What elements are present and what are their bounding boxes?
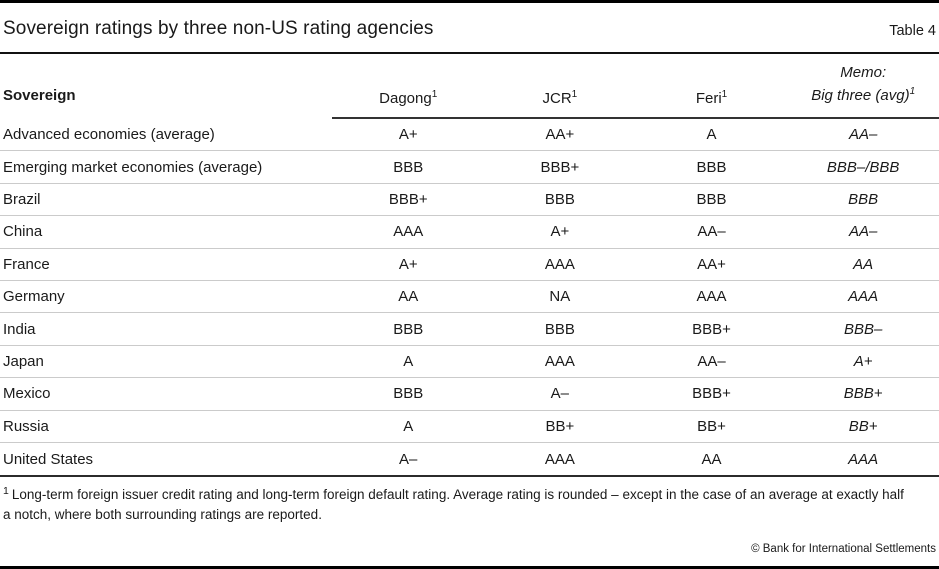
rating-dagong: BBB (393, 385, 424, 403)
rating-feri: AAA (696, 288, 727, 306)
rating-big-three: AAA (848, 288, 879, 306)
rating-feri: BB+ (697, 417, 726, 435)
column-header-big-three: Memo: Big three (avg)1 (787, 54, 939, 117)
rating-dagong: BBB (393, 320, 424, 338)
table-row-russia: Russia A BB+ BB+ BB+ (0, 411, 939, 443)
column-header-label: Dagong1 (379, 89, 438, 108)
sovereign-name: France (3, 255, 50, 273)
rating-big-three: BB+ (848, 417, 878, 435)
sovereign-name: Russia (3, 417, 49, 435)
sovereign-name: China (3, 223, 43, 241)
table-number-label: Table 4 (889, 23, 936, 39)
sovereign-name: Mexico (3, 385, 51, 403)
sovereign-name: Japan (3, 352, 44, 370)
rating-dagong: A+ (398, 126, 418, 144)
column-header-sovereign: Sovereign (3, 87, 76, 104)
footnote: 1 Long-term foreign issuer credit rating … (0, 485, 910, 524)
table-body: Advanced economies (average) A+ AA+ A AA… (0, 119, 939, 478)
rating-big-three: AA– (848, 223, 878, 241)
agency-column-headers: Dagong1 JCR1 Feri1 Memo: Big three (avg)… (332, 54, 939, 119)
rating-dagong: A– (399, 450, 418, 468)
rating-dagong: AAA (393, 223, 424, 241)
title-bar: Sovereign ratings by three non-US rating… (0, 3, 939, 54)
rating-feri: AA (701, 450, 722, 468)
rating-big-three: AAA (848, 450, 879, 468)
rating-big-three: BBB–/BBB (826, 158, 900, 176)
table-header-row: Sovereign Dagong1 JCR1 Feri1 Memo: Big t… (0, 54, 939, 119)
rating-feri: BBB+ (692, 320, 731, 338)
table-row-emerging-markets: Emerging market economies (average) BBB … (0, 151, 939, 184)
memo-label-line2: Big three (avg)1 (811, 85, 916, 104)
rating-jcr: NA (549, 288, 571, 306)
footnote-marker: 1 (3, 484, 9, 497)
footnote-ref: 1 (909, 85, 916, 97)
memo-label-line1: Memo: (840, 63, 887, 81)
page-title: Sovereign ratings by three non-US rating… (3, 18, 434, 39)
rating-feri: AA– (697, 223, 726, 241)
rating-feri: AA+ (697, 255, 726, 273)
sovereign-name: Emerging market economies (average) (3, 158, 263, 176)
rating-jcr: AAA (544, 352, 575, 370)
rating-dagong: BBB (393, 158, 424, 176)
table-row-france: France A+ AAA AA+ AA (0, 249, 939, 281)
rating-jcr: BBB (544, 320, 575, 338)
sovereign-name: Germany (3, 288, 65, 306)
rating-feri: BBB (696, 190, 727, 208)
rating-big-three: BBB (848, 190, 879, 208)
rating-big-three: BBB+ (843, 385, 883, 403)
footnote-ref: 1 (721, 89, 728, 100)
rating-jcr: AAA (544, 450, 575, 468)
table-row-advanced-economies: Advanced economies (average) A+ AA+ A AA… (0, 119, 939, 152)
rating-dagong: A+ (398, 255, 418, 273)
rating-dagong: A (403, 352, 414, 370)
rating-jcr: A+ (550, 223, 570, 241)
rating-feri: A (706, 126, 717, 144)
rating-dagong: BBB+ (388, 190, 428, 208)
column-header-feri: Feri1 (636, 54, 788, 117)
rating-big-three: AA– (848, 126, 878, 144)
table-row-japan: Japan A AAA AA– A+ (0, 346, 939, 379)
table-row-india: India BBB BBB BBB+ BBB– (0, 313, 939, 346)
footnote-ref: 1 (571, 89, 578, 100)
copyright-notice: © Bank for International Settlements (751, 543, 936, 555)
sovereign-name: United States (3, 450, 94, 468)
column-header-dagong: Dagong1 (332, 54, 484, 117)
rating-feri: BBB+ (692, 385, 731, 403)
column-header-jcr: JCR1 (484, 54, 636, 117)
rating-feri: BBB (696, 158, 727, 176)
table-row-united-states: United States A– AAA AA AAA (0, 443, 939, 475)
table-row-germany: Germany AA NA AAA AAA (0, 281, 939, 314)
rating-dagong: AA (398, 288, 419, 306)
rating-jcr: BB+ (545, 417, 575, 435)
rating-jcr: BBB+ (540, 158, 580, 176)
sovereign-name: Brazil (3, 190, 41, 208)
rating-jcr: A– (550, 385, 570, 403)
rating-jcr: AAA (544, 255, 575, 273)
column-header-label: Feri1 (695, 89, 728, 108)
rating-jcr: AA+ (545, 126, 575, 144)
rating-dagong: A (403, 417, 414, 435)
footnote-text: Long-term foreign issuer credit rating a… (3, 487, 904, 522)
table-row-mexico: Mexico BBB A– BBB+ BBB+ (0, 378, 939, 411)
footnote-ref: 1 (431, 89, 438, 100)
rating-feri: AA– (697, 352, 726, 370)
sovereign-name: India (3, 320, 36, 338)
rating-big-three: A+ (853, 352, 873, 370)
column-header-label: JCR1 (542, 89, 578, 108)
rating-big-three: BBB– (843, 320, 883, 338)
sovereign-name: Advanced economies (average) (3, 126, 215, 144)
rating-big-three: AA (853, 255, 874, 273)
table-row-china: China AAA A+ AA– AA– (0, 216, 939, 249)
rating-jcr: BBB (544, 190, 575, 208)
table-row-brazil: Brazil BBB+ BBB BBB BBB (0, 184, 939, 217)
